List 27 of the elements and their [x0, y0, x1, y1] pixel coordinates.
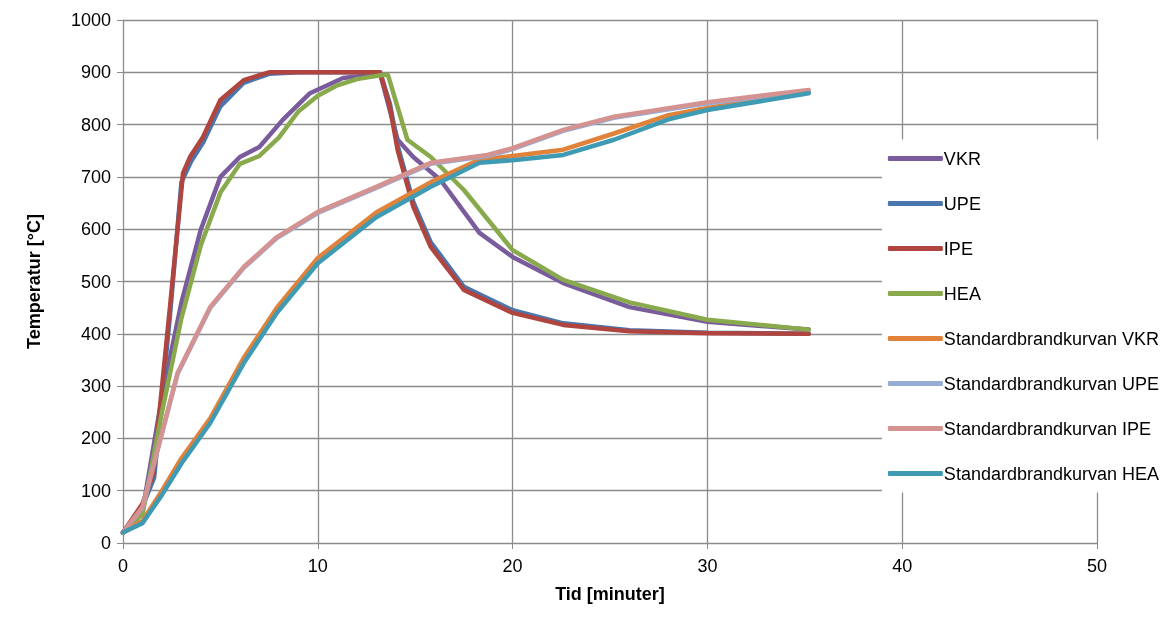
legend-label: VKR	[943, 148, 981, 169]
y-tick-label: 200	[80, 428, 111, 449]
y-tick-label: 0	[100, 533, 111, 553]
legend-label: IPE	[943, 238, 973, 259]
x-tick-label: 40	[892, 556, 913, 576]
legend-label: Standardbrandkurvan IPE	[943, 418, 1152, 439]
legend-label: Standardbrandkurvan HEA	[943, 463, 1160, 484]
legend-label: UPE	[943, 193, 981, 214]
x-axis-title: Tid [minuter]	[555, 584, 665, 604]
y-axis-title: Temperatur [°C]	[24, 214, 44, 349]
y-tick-label: 300	[80, 376, 111, 397]
y-tick-label: 400	[80, 323, 111, 344]
x-tick-label: 30	[697, 556, 718, 576]
x-tick-label: 0	[117, 556, 129, 576]
legend-label: HEA	[943, 283, 981, 304]
y-tick-label: 600	[80, 219, 111, 240]
x-tick-label: 10	[307, 556, 328, 576]
y-tick-label: 700	[80, 166, 111, 187]
legend-label: Standardbrandkurvan VKR	[943, 328, 1160, 349]
y-tick-label: 500	[80, 271, 111, 292]
legend-label: Standardbrandkurvan UPE	[943, 373, 1160, 394]
x-tick-label: 50	[1086, 556, 1108, 576]
y-tick-label: 1000	[70, 10, 111, 30]
y-tick-label: 900	[80, 62, 111, 83]
y-tick-label: 100	[80, 480, 111, 501]
x-tick-label: 20	[502, 556, 523, 576]
y-tick-label: 800	[80, 114, 111, 135]
